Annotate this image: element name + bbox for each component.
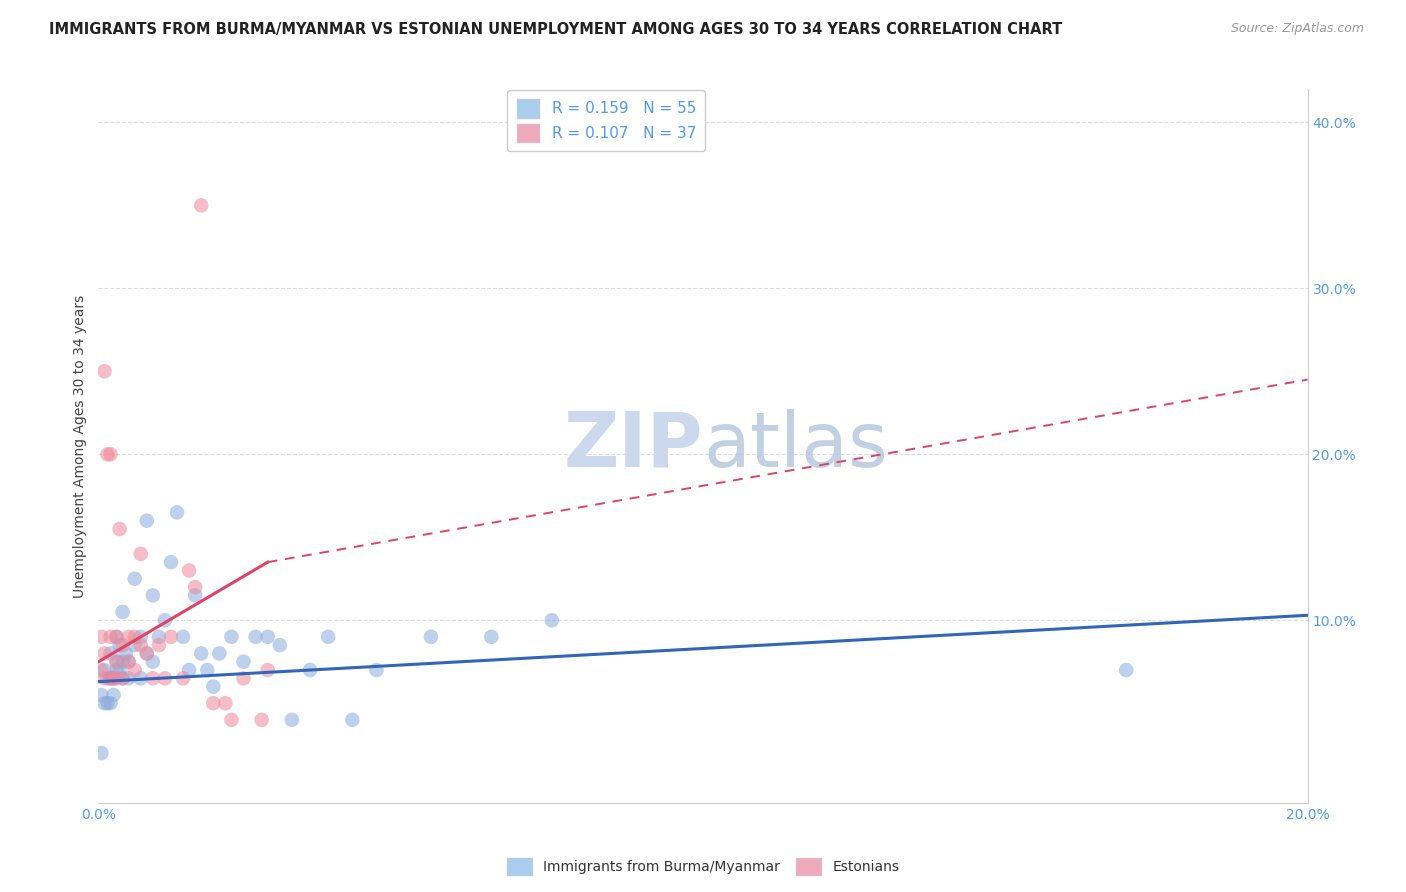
- Point: [166, 505, 188, 519]
- Point: [129, 630, 152, 644]
- Point: [108, 522, 131, 536]
- Point: [221, 630, 243, 644]
- Point: [90, 688, 112, 702]
- Point: [142, 671, 165, 685]
- Point: [100, 671, 122, 685]
- Point: [103, 688, 125, 702]
- Point: [111, 671, 134, 685]
- Point: [105, 630, 128, 644]
- Text: IMMIGRANTS FROM BURMA/MYANMAR VS ESTONIAN UNEMPLOYMENT AMONG AGES 30 TO 34 YEARS: IMMIGRANTS FROM BURMA/MYANMAR VS ESTONIA…: [49, 22, 1063, 37]
- Point: [124, 638, 146, 652]
- Point: [100, 447, 122, 461]
- Point: [100, 671, 122, 685]
- Point: [100, 630, 122, 644]
- Point: [129, 671, 152, 685]
- Point: [105, 630, 128, 644]
- Point: [111, 671, 134, 685]
- Point: [118, 655, 141, 669]
- Point: [160, 555, 183, 569]
- Point: [118, 630, 141, 644]
- Point: [135, 647, 157, 661]
- Point: [129, 547, 152, 561]
- Point: [142, 655, 165, 669]
- Point: [103, 671, 125, 685]
- Point: [190, 198, 212, 212]
- Point: [93, 671, 115, 685]
- Point: [184, 580, 207, 594]
- Point: [93, 696, 115, 710]
- Point: [111, 655, 134, 669]
- Point: [105, 655, 128, 669]
- Y-axis label: Unemployment Among Ages 30 to 34 years: Unemployment Among Ages 30 to 34 years: [73, 294, 87, 598]
- Point: [299, 663, 322, 677]
- Point: [118, 671, 141, 685]
- Point: [96, 671, 118, 685]
- Point: [190, 647, 212, 661]
- Point: [135, 514, 157, 528]
- Point: [540, 613, 562, 627]
- Point: [111, 638, 134, 652]
- Point: [142, 588, 165, 602]
- Point: [90, 630, 112, 644]
- Point: [108, 638, 131, 652]
- Point: [124, 663, 146, 677]
- Point: [256, 630, 278, 644]
- Point: [269, 638, 291, 652]
- Point: [1115, 663, 1137, 677]
- Point: [245, 630, 267, 644]
- Point: [342, 713, 364, 727]
- Point: [96, 696, 118, 710]
- Point: [214, 696, 236, 710]
- Point: [232, 671, 254, 685]
- Text: ZIP: ZIP: [564, 409, 703, 483]
- Point: [232, 655, 254, 669]
- Point: [202, 680, 225, 694]
- Point: [100, 647, 122, 661]
- Point: [90, 746, 112, 760]
- Point: [93, 663, 115, 677]
- Point: [96, 447, 118, 461]
- Point: [105, 655, 128, 669]
- Point: [184, 588, 207, 602]
- Point: [195, 663, 218, 677]
- Point: [179, 663, 201, 677]
- Point: [105, 663, 128, 677]
- Point: [90, 663, 112, 677]
- Point: [172, 630, 194, 644]
- Text: atlas: atlas: [703, 409, 887, 483]
- Point: [148, 630, 170, 644]
- Point: [114, 647, 136, 661]
- Point: [250, 713, 273, 727]
- Point: [105, 671, 128, 685]
- Point: [202, 696, 225, 710]
- Point: [153, 613, 176, 627]
- Point: [100, 696, 122, 710]
- Point: [366, 663, 388, 677]
- Point: [103, 671, 125, 685]
- Point: [316, 630, 339, 644]
- Point: [179, 564, 201, 578]
- Point: [148, 638, 170, 652]
- Point: [221, 713, 243, 727]
- Point: [108, 663, 131, 677]
- Legend: R = 0.159   N = 55, R = 0.107   N = 37: R = 0.159 N = 55, R = 0.107 N = 37: [508, 90, 706, 152]
- Point: [172, 671, 194, 685]
- Point: [208, 647, 231, 661]
- Point: [135, 647, 157, 661]
- Point: [256, 663, 278, 677]
- Point: [93, 364, 115, 378]
- Point: [124, 630, 146, 644]
- Legend: Immigrants from Burma/Myanmar, Estonians: Immigrants from Burma/Myanmar, Estonians: [501, 853, 905, 880]
- Text: Source: ZipAtlas.com: Source: ZipAtlas.com: [1230, 22, 1364, 36]
- Point: [481, 630, 503, 644]
- Point: [420, 630, 443, 644]
- Point: [129, 638, 152, 652]
- Point: [124, 572, 146, 586]
- Point: [153, 671, 176, 685]
- Point: [281, 713, 304, 727]
- Point: [118, 655, 141, 669]
- Point: [160, 630, 183, 644]
- Point: [93, 647, 115, 661]
- Point: [111, 605, 134, 619]
